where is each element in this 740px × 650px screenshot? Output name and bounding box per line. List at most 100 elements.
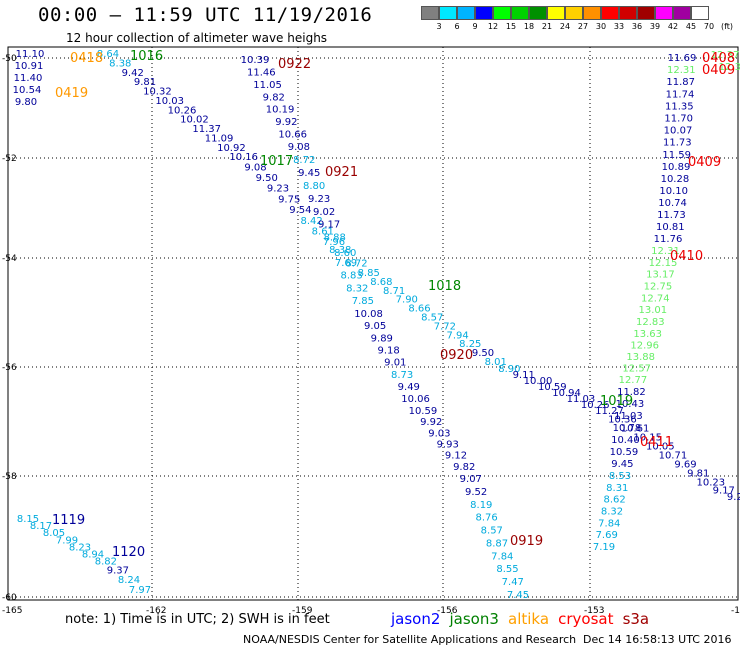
- color-scale-label: (ft): [720, 22, 734, 31]
- wave-height-value: 10.43: [616, 399, 645, 410]
- wave-height-value: 9.07: [460, 474, 482, 485]
- pass-id-label: 0418: [70, 51, 103, 66]
- wave-height-value: 8.82: [95, 557, 117, 568]
- wave-height-value: 8.05: [43, 528, 65, 539]
- y-tick-label: -56: [2, 363, 17, 373]
- color-scale-label: 30: [595, 22, 607, 31]
- wave-height-value: 11.03: [614, 411, 643, 422]
- wave-height-value: 8.38: [109, 58, 131, 69]
- wave-height-value: 8.38: [329, 245, 351, 256]
- wave-height-value: 7.85: [352, 296, 374, 307]
- color-swatch: [421, 6, 439, 20]
- wave-height-value: 9.02: [313, 207, 335, 218]
- wave-height-value: 10.32: [143, 87, 172, 98]
- wave-height-value: 11.87: [666, 77, 695, 88]
- color-swatch: [439, 6, 457, 20]
- wave-height-value: 10.26: [168, 105, 197, 116]
- pass-id-label: 0419: [55, 86, 88, 101]
- y-tick-label: -52: [2, 154, 17, 164]
- wave-height-value: 10.40: [611, 435, 640, 446]
- x-tick-label: -162: [146, 606, 166, 616]
- wave-height-value: 10.39: [241, 55, 270, 66]
- color-scale-label: 6: [454, 22, 460, 31]
- x-tick-label: -153: [584, 606, 604, 616]
- wave-height-value: 11.27: [595, 406, 624, 417]
- wave-height-value: 10.94: [552, 388, 581, 399]
- wave-height-value: 10.36: [608, 414, 637, 425]
- wave-height-value: 8.68: [370, 277, 392, 288]
- wave-height-value: 7.19: [593, 542, 615, 553]
- wave-height-value: 8.72: [293, 155, 315, 166]
- graticule: [8, 47, 738, 600]
- color-scale-label: 15: [505, 22, 517, 31]
- pass-id-label: 0922: [278, 57, 311, 72]
- wave-height-value: 9.81: [134, 77, 156, 88]
- wave-height-value: 10.08: [354, 309, 383, 320]
- wave-height-value: 9.75: [278, 194, 300, 205]
- wave-height-value: 7.96: [323, 237, 345, 248]
- wave-height-value: 8.55: [496, 564, 518, 575]
- wave-height-value: 8.53: [609, 471, 631, 482]
- wave-height-value: 13.88: [626, 352, 655, 363]
- wave-height-value: 11.46: [247, 67, 276, 78]
- wave-height-value: 7.45: [507, 590, 529, 601]
- wave-height-value: 9.93: [437, 440, 459, 451]
- wave-height-value: 11.35: [665, 101, 694, 112]
- pass-id-label: 0410: [670, 249, 703, 264]
- pass-id-label: 0409: [688, 155, 721, 170]
- wave-height-value: 10.59: [538, 382, 567, 393]
- wave-height-value: 10.07: [664, 126, 693, 137]
- color-scale-label: 33: [613, 22, 625, 31]
- wave-height-value: 8.32: [601, 507, 623, 518]
- wave-height-value: 10.89: [662, 162, 691, 173]
- wave-height-value: 8.90: [498, 364, 520, 375]
- wave-height-value: 12.31: [651, 246, 680, 257]
- wave-height-value: 9.23: [308, 194, 330, 205]
- wave-height-value: 9.12: [445, 451, 467, 462]
- wave-height-value: 9.08: [288, 142, 310, 153]
- wave-height-value: 9.81: [687, 468, 709, 479]
- wave-height-value: 11.40: [14, 73, 43, 84]
- pass-labels: 0418 1016 0419 0922 1017 0921 1018 0920 1019 0919…: [52, 49, 735, 560]
- wave-height-value: 8.42: [300, 216, 322, 227]
- wave-height-value: 7.69: [596, 530, 618, 541]
- wave-height-value: 10.78: [613, 423, 642, 434]
- wave-height-value: 10.74: [658, 198, 687, 209]
- legend-jason2: jason2: [391, 610, 441, 628]
- generation-timestamp: Dec 14 16:58:13 UTC 2016: [583, 633, 732, 646]
- color-swatch: [583, 6, 601, 20]
- wave-height-value: 11.73: [663, 138, 692, 149]
- wave-height-value: 9.52: [465, 487, 487, 498]
- wave-height-value: 10.91: [15, 61, 44, 72]
- wave-height-value: 10.05: [646, 441, 675, 452]
- color-scale-label: 70: [703, 22, 715, 31]
- pass-id-label: 1120: [112, 545, 145, 560]
- wave-height-value: 10.02: [180, 115, 209, 126]
- wave-height-value: 10.28: [661, 174, 690, 185]
- color-scale-label: 18: [523, 22, 535, 31]
- wave-height-value: 7.99: [56, 535, 78, 546]
- wave-height-value: 9.23: [267, 184, 289, 195]
- color-swatch: [691, 6, 709, 20]
- color-scale-label: 12: [487, 22, 499, 31]
- pass-id-label: 0919: [510, 534, 543, 549]
- wave-height-value: 13.63: [633, 329, 662, 340]
- map-frame: [7, 46, 739, 601]
- chart-subtitle: 12 hour collection of altimeter wave hei…: [66, 31, 328, 45]
- wave-height-value: 7.47: [502, 577, 524, 588]
- x-tick-label: -15: [731, 606, 740, 616]
- note-text: note: 1) Time is in UTC; 2) SWH is in fe…: [65, 612, 330, 627]
- wave-height-value: 9.54: [289, 205, 311, 216]
- wave-height-value: 12.96: [630, 341, 659, 352]
- color-swatch: [511, 6, 529, 20]
- wave-height-value: 11.03: [567, 394, 596, 405]
- satellite-legend: jason2 jason3 altika cryosat s3a: [391, 609, 649, 628]
- wave-height-value: 9.42: [122, 68, 144, 79]
- wave-height-value: 8.88: [324, 233, 346, 244]
- wave-height-value: 13.17: [646, 270, 675, 281]
- wave-height-value: 9.01: [384, 358, 406, 369]
- wave-height-value: 10.16: [229, 152, 258, 163]
- y-tick-label: -50: [2, 54, 17, 64]
- footer-credit: NOAA/NESDIS Center for Satellite Applica…: [243, 633, 577, 646]
- chart-title: 00:00 — 11:59 UTC 11/19/2016: [38, 4, 373, 26]
